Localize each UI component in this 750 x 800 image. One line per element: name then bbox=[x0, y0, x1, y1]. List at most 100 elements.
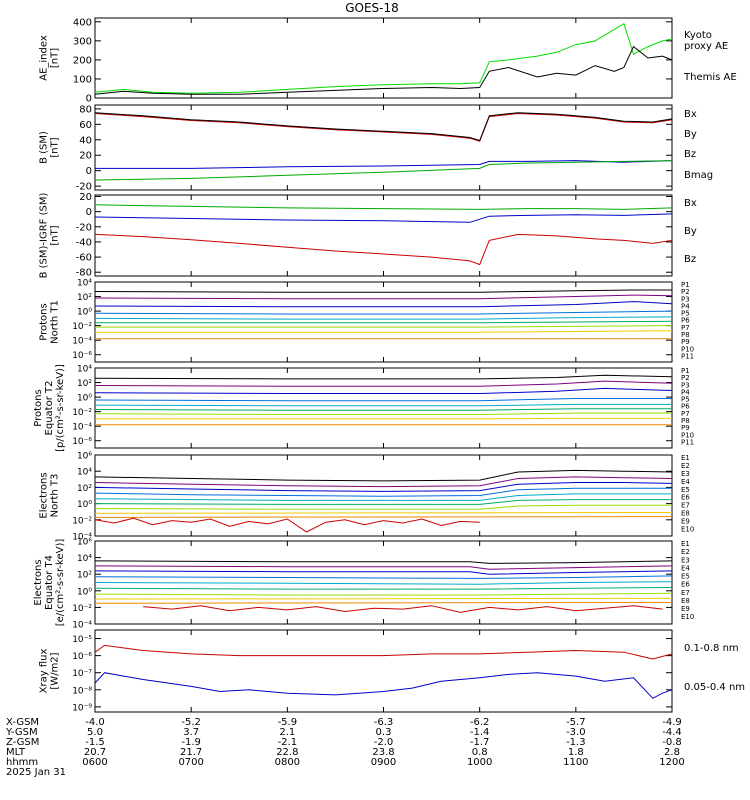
legend-entry: E1 bbox=[681, 540, 690, 548]
y-tick-label: 10⁴ bbox=[77, 365, 92, 375]
series-line-3 bbox=[94, 301, 673, 308]
y-tick-label: 0 bbox=[86, 94, 92, 105]
x-axis-row-value: 3.7 bbox=[183, 727, 199, 738]
legend-entry: P6 bbox=[681, 403, 690, 411]
panel-xray: 10⁻⁹ 10⁻⁸ 10⁻⁷ 10⁻⁶ 10⁻⁵ Xray flux [W/m2] 0.1-0… bbox=[39, 629, 745, 713]
x-axis-row-value: 2.1 bbox=[279, 727, 295, 738]
x-axis-row-value: 20.7 bbox=[84, 747, 106, 758]
y-tick-label: 10⁻⁴ bbox=[72, 423, 92, 433]
series-line-7 bbox=[95, 325, 673, 328]
x-axis-row-label: X-GSM bbox=[6, 717, 39, 728]
legend-entry: P8 bbox=[681, 417, 690, 425]
y-axis-label: North T3 bbox=[50, 474, 61, 518]
legend-entry: P9 bbox=[681, 424, 690, 432]
legend-entry: Bmag bbox=[684, 170, 713, 181]
series-line-5 bbox=[94, 493, 672, 501]
series-line-2 bbox=[94, 565, 673, 570]
legend-entry: P5 bbox=[681, 310, 690, 318]
x-axis-row-value: 1200 bbox=[659, 757, 684, 768]
series-line-8 bbox=[94, 512, 673, 514]
legend-entry: P2 bbox=[681, 288, 690, 296]
y-axis-label: Protons bbox=[33, 389, 44, 426]
series-line-6 bbox=[94, 408, 672, 411]
y-axis-label: Equator T4 bbox=[44, 555, 55, 610]
legend-entry: E7 bbox=[681, 589, 690, 597]
x-axis-row-value: -4.9 bbox=[662, 717, 682, 728]
legend-entry: P2 bbox=[681, 374, 690, 382]
legend-entry: P9 bbox=[681, 338, 690, 346]
x-axis-row-value: 0.3 bbox=[376, 727, 392, 738]
y-tick-label: 10² bbox=[77, 379, 92, 389]
series-line-2 bbox=[94, 45, 673, 95]
series-line-1 bbox=[94, 469, 673, 482]
y-tick-label: 80 bbox=[79, 104, 92, 115]
legend-entry: E3 bbox=[681, 556, 690, 564]
y-tick-label: 10⁻⁷ bbox=[72, 669, 92, 679]
y-tick-label: 20 bbox=[79, 192, 92, 203]
legend-entry: E4 bbox=[681, 478, 690, 486]
x-axis-row-value: -3.0 bbox=[566, 727, 586, 738]
y-tick-label: 10⁻² bbox=[72, 408, 92, 418]
y-tick-label: -60 bbox=[76, 253, 92, 264]
legend-entry: Bx bbox=[684, 198, 697, 209]
series-line-2 bbox=[94, 672, 673, 699]
legend-entry: P3 bbox=[681, 295, 690, 303]
legend-entry: E7 bbox=[681, 502, 690, 510]
legend-entry: P3 bbox=[681, 381, 690, 389]
x-axis-row-value: -2.0 bbox=[374, 737, 394, 748]
y-tick-label: -20 bbox=[76, 222, 92, 233]
x-axis-row-value: 0700 bbox=[178, 757, 203, 768]
series-line-3 bbox=[94, 233, 673, 266]
x-axis-row-value: 23.8 bbox=[372, 747, 394, 758]
y-tick-label: -80 bbox=[76, 268, 92, 279]
series-line-4 bbox=[94, 160, 673, 181]
x-axis-row-value: -1.3 bbox=[566, 737, 586, 748]
x-axis-row-value: -1.9 bbox=[181, 737, 201, 748]
series-line-3 bbox=[94, 482, 673, 492]
legend-entry: E3 bbox=[681, 470, 690, 478]
legend-entry: E10 bbox=[681, 613, 694, 621]
series-line-6 bbox=[95, 320, 673, 324]
y-tick-label: 20 bbox=[79, 151, 92, 162]
x-axis-row-value: -4.4 bbox=[662, 727, 682, 738]
y-tick-label: 10⁻² bbox=[72, 516, 92, 526]
series-line-3 bbox=[94, 570, 673, 575]
y-axis-label: [nT] bbox=[50, 225, 61, 245]
series-line-2 bbox=[94, 380, 673, 387]
series-line-5 bbox=[94, 581, 673, 585]
x-axis-row-value: -6.2 bbox=[470, 717, 490, 728]
series-line-3 bbox=[94, 387, 673, 394]
legend-entry: P7 bbox=[681, 410, 690, 418]
x-axis-row-value: -1.5 bbox=[85, 737, 105, 748]
x-axis-row-label: hhmm bbox=[6, 757, 38, 768]
series-line-6 bbox=[94, 499, 672, 505]
x-axis-row-value: 1100 bbox=[563, 757, 588, 768]
legend-entry: E1 bbox=[681, 454, 690, 462]
y-tick-label: 10⁻⁴ bbox=[72, 337, 92, 347]
y-axis-label: Protons bbox=[39, 303, 50, 340]
series-line-8 bbox=[94, 597, 673, 600]
legend-entry: 0.1-0.8 nm bbox=[684, 643, 739, 654]
y-axis-label: [e/(cm²-s-sr-keV)] bbox=[55, 539, 66, 627]
x-axis-row-value: -1.4 bbox=[470, 727, 490, 738]
x-axis-row-value: 0.8 bbox=[472, 747, 488, 758]
y-tick-label: 60 bbox=[79, 120, 92, 131]
legend-entry: By bbox=[684, 226, 697, 237]
x-axis-row-value: 0600 bbox=[82, 757, 107, 768]
x-axis-row-value: -2.1 bbox=[278, 737, 298, 748]
y-tick-label: 10⁴ bbox=[77, 279, 92, 289]
legend-entry: P6 bbox=[681, 317, 690, 325]
x-axis-row-value: 5.0 bbox=[87, 727, 103, 738]
legend-entry: P11 bbox=[681, 352, 694, 360]
series-line-2 bbox=[94, 213, 673, 223]
series-line-10 bbox=[94, 517, 480, 533]
y-tick-label: 10⁶ bbox=[77, 452, 92, 462]
panel-bsm: -20 0 20 40 60 80 B (SM) [nT] Bx By Bz Bmag bbox=[39, 104, 714, 192]
series-line-10 bbox=[143, 605, 663, 613]
legend-entry: P4 bbox=[681, 388, 690, 396]
plot-title: GOES-18 bbox=[345, 1, 399, 15]
y-tick-label: 10² bbox=[77, 571, 92, 581]
y-tick-label: 10⁻⁴ bbox=[72, 533, 92, 543]
